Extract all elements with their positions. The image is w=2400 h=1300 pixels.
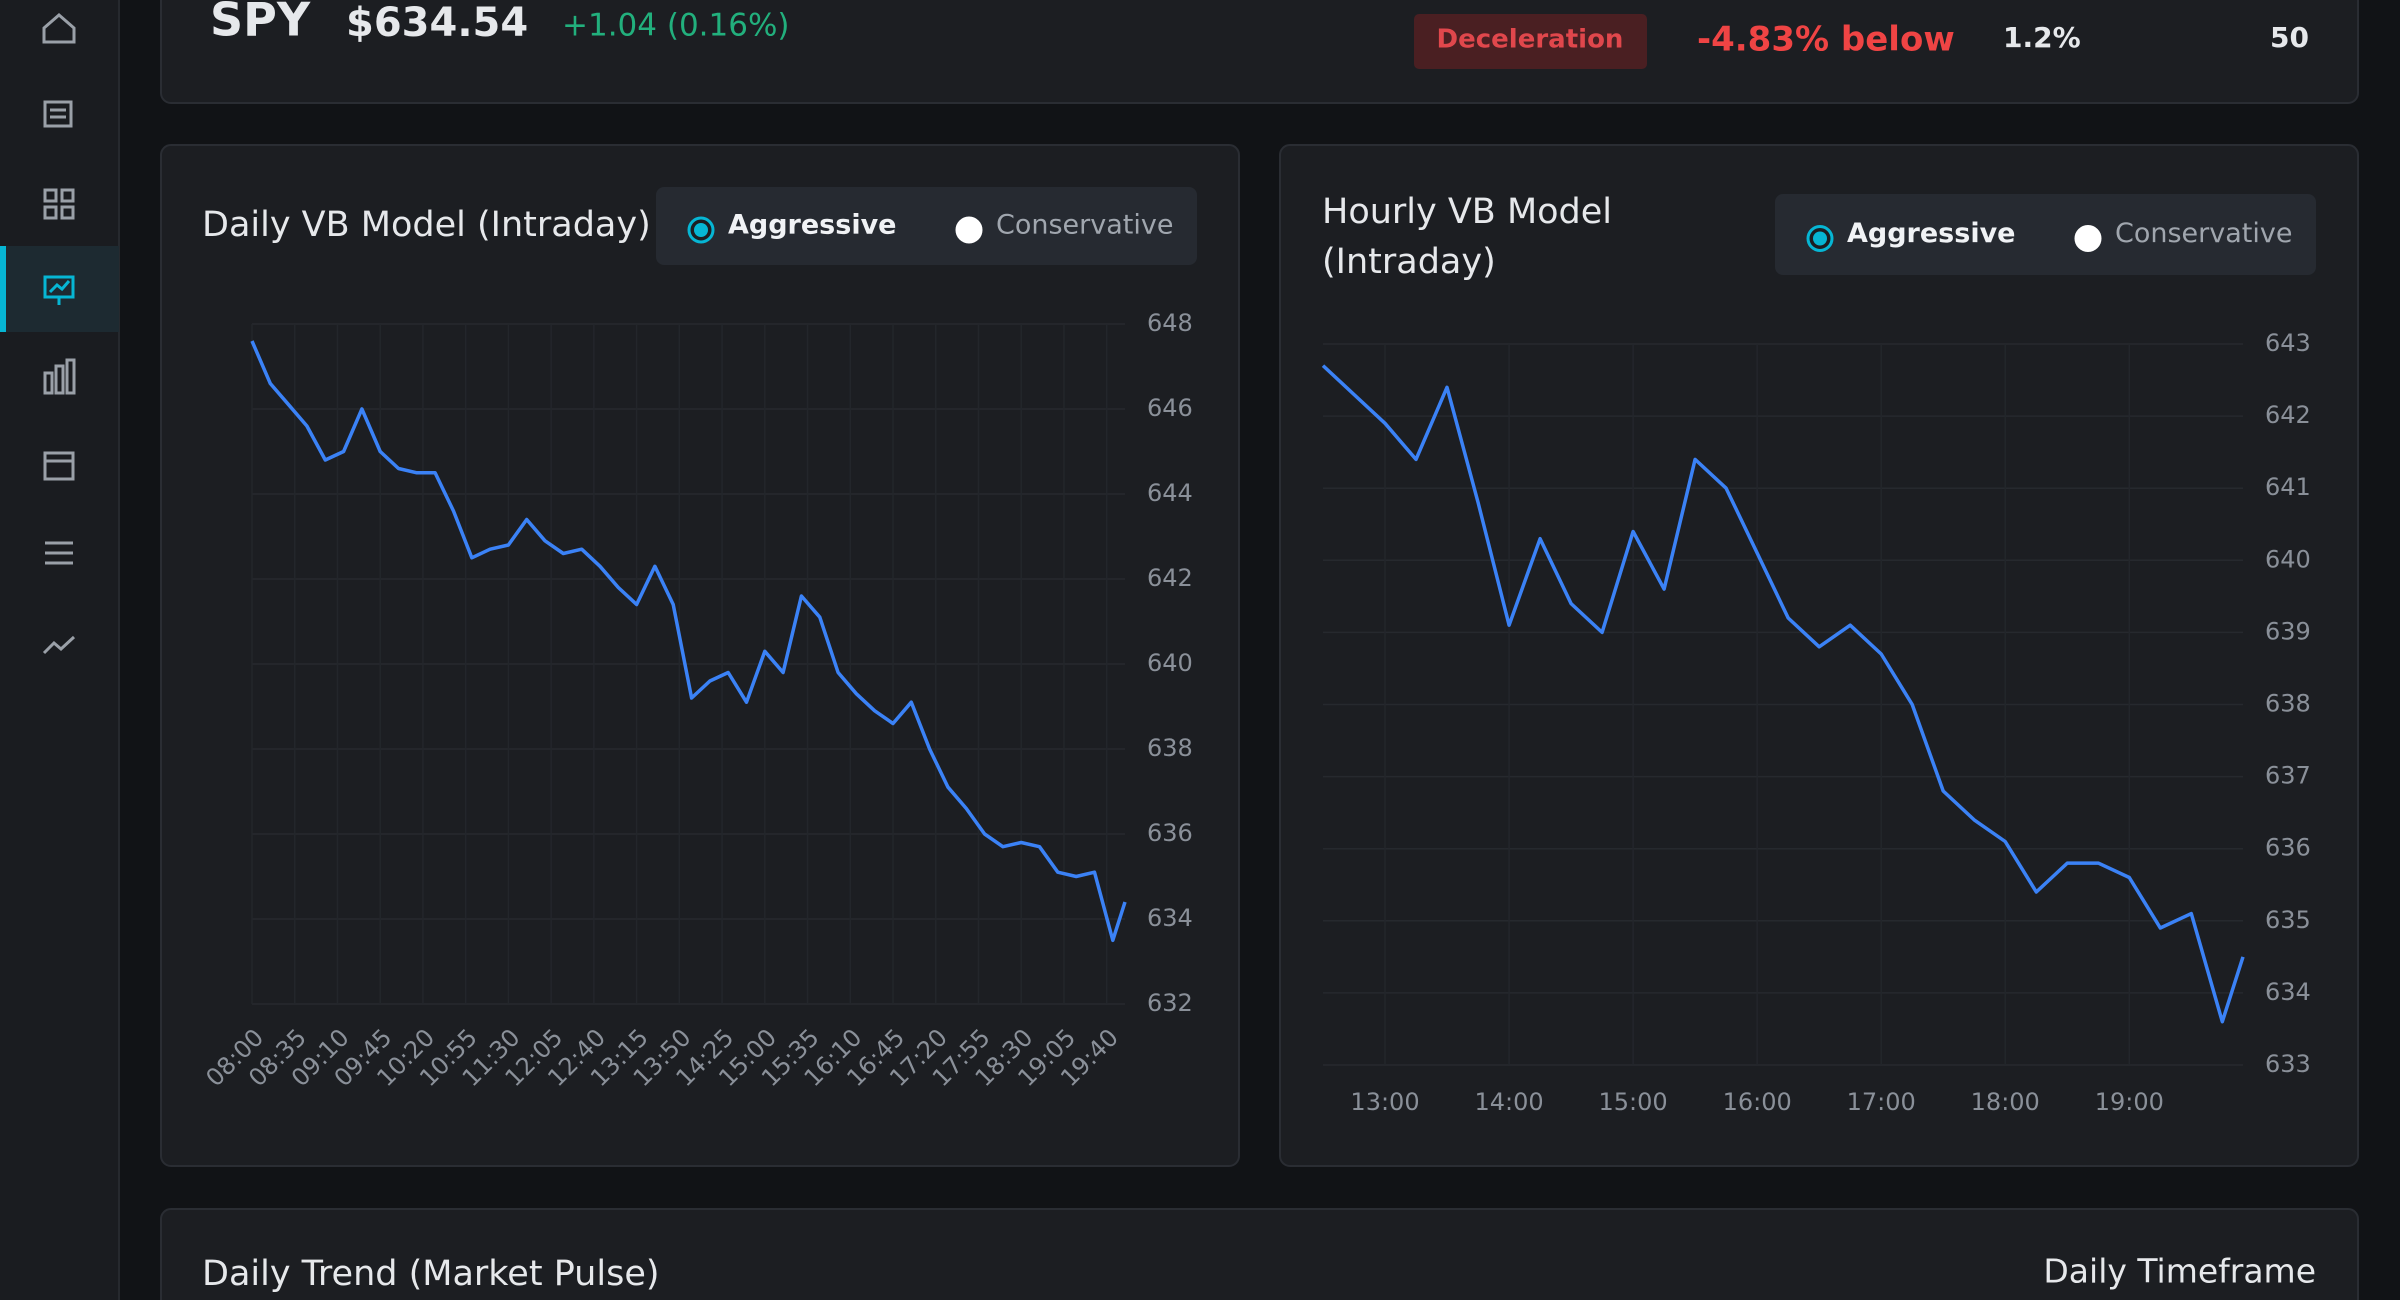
x-tick-label: 17:00 (1847, 1088, 1916, 1116)
radio[interactable] (2074, 225, 2102, 252)
y-tick-label: 636 (1147, 819, 1193, 847)
y-tick-label: 632 (1147, 989, 1193, 1017)
panel-timeframe: Daily Timeframe (2043, 1252, 2316, 1291)
option-label[interactable]: Conservative (2115, 218, 2292, 249)
y-tick-label: 644 (1147, 479, 1193, 507)
symbol: SPY (210, 0, 311, 47)
y-tick-label: 638 (1147, 734, 1193, 762)
y-tick-label: 646 (1147, 394, 1193, 422)
y-tick-label: 648 (1147, 309, 1193, 337)
price-change: +1.04 (0.16%) (562, 8, 790, 44)
chart-title: Hourly VB Model (Intraday) (1322, 192, 1613, 282)
option-group (1775, 194, 2316, 275)
sidebar-icons[interactable] (42, 13, 76, 655)
x-tick-label: 19:00 (2095, 1088, 2164, 1116)
option-label[interactable]: Aggressive (728, 210, 897, 241)
status: Deceleration (1437, 25, 1624, 55)
option-label[interactable]: Aggressive (1847, 218, 2016, 249)
price-line (250, 340, 1127, 943)
y-tick-label: 634 (2265, 978, 2311, 1006)
x-tick-label: 14:00 (1474, 1088, 1543, 1116)
y-tick-label: 640 (2265, 545, 2311, 573)
metric: 1.2% (2003, 21, 2081, 54)
y-tick-label: 638 (2265, 690, 2311, 718)
x-tick-label: 16:00 (1723, 1088, 1792, 1116)
chart-card (1279, 144, 2359, 1167)
y-tick-label: 639 (2265, 617, 2311, 645)
y-tick-label: 634 (1147, 904, 1193, 932)
y-tick-label: 636 (2265, 834, 2311, 862)
radio-dot (1813, 231, 1827, 246)
radio[interactable] (955, 216, 983, 244)
y-tick-label: 642 (1147, 564, 1193, 592)
radio-dot (694, 223, 708, 237)
price: $634.54 (346, 0, 528, 46)
option-label[interactable]: Conservative (996, 210, 1173, 241)
panel-title: Daily Trend (Market Pulse) (202, 1254, 660, 1294)
sidebar (0, 0, 119, 1300)
x-tick-label: 18:00 (1971, 1088, 2040, 1116)
price-line (1321, 364, 2245, 1024)
status-badge (1414, 14, 1647, 69)
panel-card (160, 1208, 2359, 1300)
y-tick-label: 633 (2265, 1050, 2311, 1078)
y-tick-label: 635 (2265, 906, 2311, 934)
sidebar-active[interactable] (0, 246, 119, 332)
chart-card (160, 144, 1240, 1167)
header-card (160, 0, 2359, 104)
option-group (656, 187, 1197, 265)
chart-title: Daily VB Model (Intraday) (202, 205, 651, 245)
y-tick-label: 641 (2265, 473, 2311, 501)
x-tick-label: 15:00 (1599, 1088, 1668, 1116)
y-tick-label: 640 (1147, 649, 1193, 677)
x-tick-label: 13:00 (1350, 1088, 1419, 1116)
metric: 50 (2270, 21, 2309, 54)
y-tick-label: 637 (2265, 762, 2311, 790)
y-tick-label: 642 (2265, 401, 2311, 429)
y-tick-label: 643 (2265, 329, 2311, 357)
deviation: -4.83% below (1697, 20, 1955, 60)
